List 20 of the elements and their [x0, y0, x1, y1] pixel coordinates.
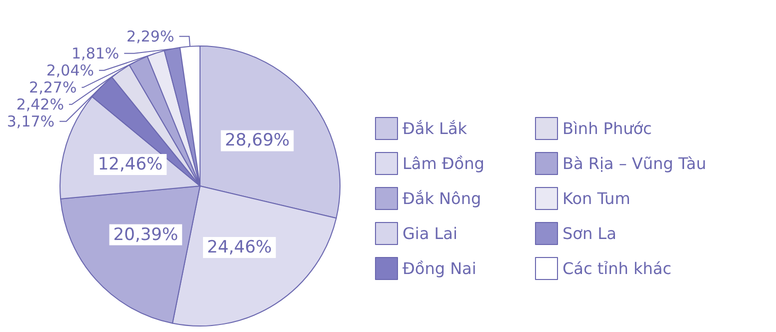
legend-label: Sơn La — [562, 224, 616, 243]
data-label: 2,04% — [46, 61, 94, 80]
data-label: 1,81% — [72, 44, 120, 62]
legend-label: Gia Lai — [402, 224, 458, 243]
legend-label: Bình Phước — [562, 119, 652, 138]
legend-label: Kon Tum — [562, 189, 630, 208]
legend-label: Đắk Nông — [402, 189, 482, 208]
legend-label: Lâm Đồng — [402, 154, 484, 173]
data-label: 12,46% — [98, 154, 163, 174]
legend-label: Đắk Lắk — [402, 119, 468, 138]
legend-label: Bà Rịa – Vũng Tàu — [562, 154, 706, 173]
data-label: 2,27% — [29, 78, 77, 96]
data-label: 24,46% — [207, 237, 272, 258]
data-label: 28,69% — [224, 130, 290, 151]
legend-label: Đồng Nai — [402, 259, 476, 278]
data-label: 2,29% — [126, 27, 174, 46]
data-label: 2,42% — [16, 95, 64, 114]
legend-label: Các tỉnh khác — [562, 259, 672, 278]
data-label: 3,17% — [6, 112, 55, 130]
data-label: 20,39% — [113, 224, 178, 245]
